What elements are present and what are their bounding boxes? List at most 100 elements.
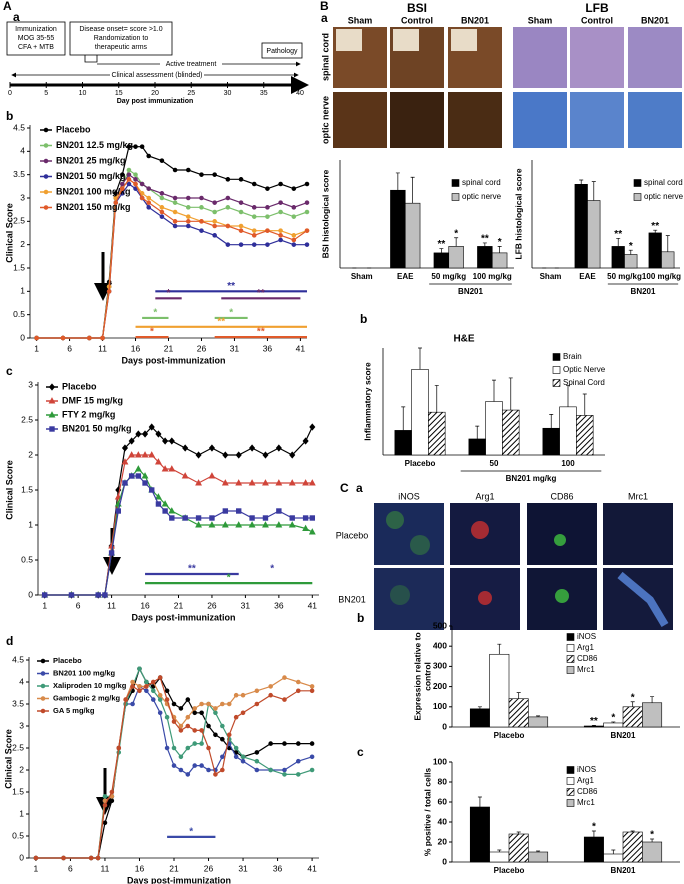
marker — [233, 714, 239, 720]
bar — [485, 401, 503, 456]
group-label: BN201 mg/kg — [506, 474, 557, 483]
marker — [192, 741, 198, 746]
y-tick-label: 0 — [442, 856, 447, 866]
x-tick-label: 36 — [273, 863, 283, 873]
marker — [126, 144, 132, 149]
legend-label: iNOS — [577, 632, 596, 641]
significance-label: * — [631, 692, 635, 703]
marker — [109, 789, 115, 795]
significance-label: * — [629, 241, 633, 252]
bar — [502, 409, 520, 456]
y-tick-label: 2 — [19, 764, 24, 774]
significance-label: ** — [188, 564, 196, 575]
bar — [477, 246, 493, 269]
marker — [139, 144, 145, 149]
marker — [254, 767, 260, 773]
marker — [178, 728, 184, 733]
panel-label: a — [356, 481, 363, 495]
legend-label: Xaliproden 10 mg/kg — [53, 681, 127, 690]
column-label: Control — [401, 15, 433, 25]
marker — [137, 666, 142, 672]
box-text: therapeutic arms — [95, 44, 148, 51]
marker — [262, 479, 269, 486]
y-axis-title: Clinical Score — [3, 729, 13, 789]
marker — [262, 521, 269, 528]
marker — [135, 473, 142, 479]
marker — [159, 158, 165, 163]
onset-arrows — [94, 252, 121, 815]
marker — [115, 508, 121, 514]
x-tick-label: 6 — [67, 343, 72, 353]
marker — [181, 472, 189, 479]
marker — [128, 437, 135, 445]
marker — [157, 710, 163, 716]
legend-label: Optic Nerve — [563, 365, 606, 374]
y-tick-label: 2.5 — [13, 216, 25, 226]
marker — [182, 515, 188, 521]
x-tick-label: 5 — [44, 90, 48, 97]
marker — [304, 242, 310, 247]
x-tick-label: 25 — [187, 90, 195, 97]
legend-label: BN201 150 mg/kg — [56, 202, 131, 212]
box-text: Immunization — [15, 26, 57, 33]
image — [527, 503, 597, 565]
stain — [471, 521, 489, 539]
x-tick-label: 16 — [135, 863, 145, 873]
marker — [162, 508, 168, 514]
marker — [162, 437, 169, 445]
box-text: CFA + MTB — [18, 44, 54, 51]
marker — [213, 710, 218, 716]
series-line — [36, 173, 308, 339]
error-bar — [650, 838, 655, 842]
marker — [238, 223, 244, 229]
bar — [528, 851, 549, 863]
marker — [199, 710, 204, 716]
legend-swatch — [633, 193, 642, 201]
x-tick-label: 41 — [308, 600, 318, 610]
marker — [185, 205, 191, 210]
marker — [208, 444, 216, 452]
significance-label: ** — [437, 239, 445, 250]
panel-label: b — [360, 312, 367, 326]
x-tick-label: 100 — [561, 459, 575, 468]
column-label: Sham — [348, 15, 373, 25]
significance-label: * — [167, 288, 171, 299]
bar — [411, 369, 429, 456]
x-tick-label: 1 — [34, 343, 39, 353]
stain — [555, 589, 569, 603]
marker — [206, 767, 211, 773]
marker — [120, 186, 125, 191]
y-tick-label: 60 — [438, 796, 448, 806]
bar — [489, 851, 510, 863]
significance-label: ** — [257, 327, 265, 338]
bar — [489, 653, 510, 728]
marker — [157, 675, 163, 680]
marker — [126, 172, 132, 177]
legend-swatch — [566, 777, 575, 785]
bar — [642, 841, 663, 863]
y-axis-title: Clinical Score — [4, 203, 14, 263]
marker — [302, 479, 310, 486]
marker — [164, 745, 170, 751]
y-axis-title: Inflammatory score — [362, 362, 372, 441]
x-tick-label: 30 — [224, 90, 232, 97]
marker — [235, 521, 243, 528]
marker — [309, 515, 316, 521]
error-bar — [395, 172, 400, 191]
marker — [308, 479, 316, 486]
marker — [185, 223, 191, 229]
error-bar — [582, 393, 587, 416]
image — [628, 92, 682, 148]
marker — [159, 195, 165, 201]
box — [69, 21, 173, 56]
marker — [251, 242, 257, 247]
inset — [336, 29, 362, 51]
significance-label: * — [229, 308, 233, 319]
marker — [106, 289, 112, 294]
significance-label: ** — [651, 221, 659, 232]
x-tick-label: Placebo — [494, 866, 525, 875]
marker — [308, 528, 316, 535]
marker — [185, 195, 191, 201]
marker — [240, 758, 246, 764]
marker — [206, 701, 211, 707]
